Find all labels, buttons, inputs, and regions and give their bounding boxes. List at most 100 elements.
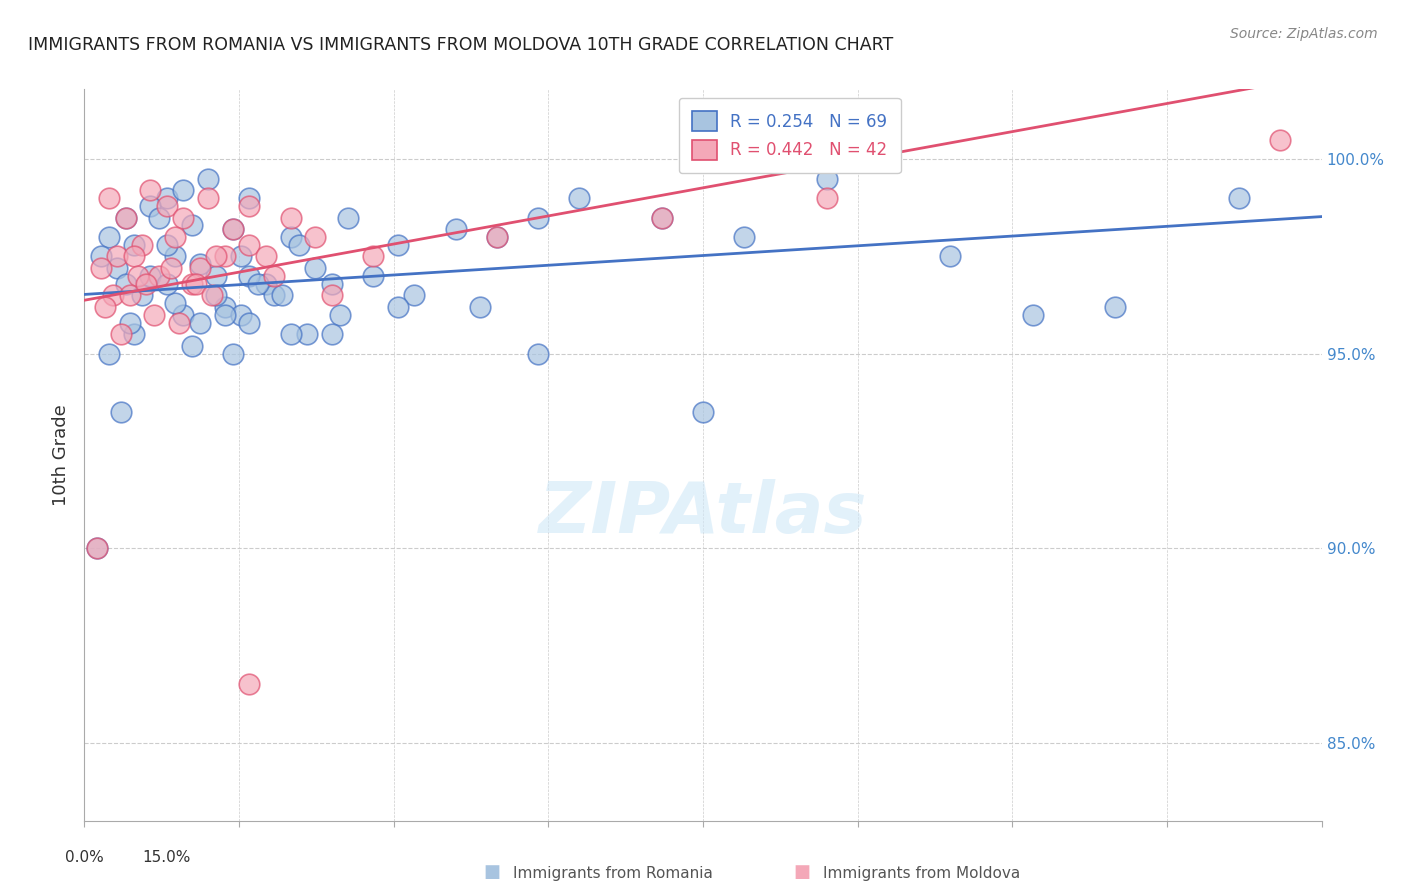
Point: [180, 219, 202, 233]
Point: [288, 237, 311, 252]
Point: [131, 237, 153, 252]
Point: [271, 288, 294, 302]
Point: [114, 277, 136, 291]
Point: [114, 211, 136, 225]
Point: [148, 211, 170, 225]
Point: [110, 327, 132, 342]
Text: 15.0%: 15.0%: [142, 850, 191, 865]
Point: [98, 347, 121, 361]
Point: [321, 327, 343, 342]
Point: [222, 347, 245, 361]
Point: [105, 261, 128, 276]
Point: [361, 250, 384, 264]
Point: [156, 191, 179, 205]
Point: [180, 277, 202, 291]
Point: [304, 261, 326, 276]
Point: [1270, 133, 1292, 147]
Point: [329, 308, 352, 322]
Point: [733, 230, 755, 244]
Point: [110, 405, 132, 419]
Point: [188, 257, 211, 271]
Text: IMMIGRANTS FROM ROMANIA VS IMMIGRANTS FROM MOLDOVA 10TH GRADE CORRELATION CHART: IMMIGRANTS FROM ROMANIA VS IMMIGRANTS FR…: [28, 36, 893, 54]
Point: [485, 230, 508, 244]
Point: [167, 316, 190, 330]
Point: [229, 250, 252, 264]
Point: [131, 288, 153, 302]
Point: [172, 183, 194, 197]
Point: [139, 268, 162, 283]
Point: [337, 211, 360, 225]
Point: [304, 230, 326, 244]
Point: [127, 268, 149, 283]
Point: [184, 277, 207, 291]
Point: [222, 222, 245, 236]
Text: Source: ZipAtlas.com: Source: ZipAtlas.com: [1230, 27, 1378, 41]
Point: [404, 288, 426, 302]
Text: ■: ■: [793, 863, 810, 881]
Text: 0.0%: 0.0%: [65, 850, 104, 865]
Point: [254, 277, 277, 291]
Point: [118, 288, 141, 302]
Point: [165, 296, 187, 310]
Text: ZIPAtlas: ZIPAtlas: [538, 479, 868, 548]
Point: [321, 288, 343, 302]
Point: [180, 339, 202, 353]
Point: [165, 230, 187, 244]
Y-axis label: 10th Grade: 10th Grade: [52, 404, 70, 506]
Point: [103, 288, 125, 302]
Point: [387, 237, 409, 252]
Point: [98, 191, 121, 205]
Point: [568, 191, 591, 205]
Point: [135, 277, 157, 291]
Point: [90, 250, 112, 264]
Point: [815, 191, 838, 205]
Point: [214, 300, 236, 314]
Point: [201, 288, 224, 302]
Point: [156, 237, 179, 252]
Point: [229, 308, 252, 322]
Point: [280, 230, 302, 244]
Point: [188, 261, 211, 276]
Point: [122, 237, 145, 252]
Point: [205, 288, 228, 302]
Point: [238, 191, 260, 205]
Point: [254, 250, 277, 264]
Point: [156, 277, 179, 291]
Point: [527, 347, 550, 361]
Point: [98, 230, 121, 244]
Point: [527, 211, 550, 225]
Point: [205, 250, 228, 264]
Point: [197, 191, 219, 205]
Point: [122, 327, 145, 342]
Point: [90, 261, 112, 276]
Point: [939, 250, 962, 264]
Point: [651, 211, 673, 225]
Point: [651, 211, 673, 225]
Point: [222, 222, 245, 236]
Point: [238, 237, 260, 252]
Point: [114, 211, 136, 225]
Point: [280, 211, 302, 225]
Point: [122, 250, 145, 264]
Point: [321, 277, 343, 291]
Point: [118, 316, 141, 330]
Point: [139, 199, 162, 213]
Point: [263, 288, 285, 302]
Point: [156, 199, 179, 213]
Point: [238, 199, 260, 213]
Point: [1022, 308, 1045, 322]
Point: [238, 677, 260, 691]
Point: [105, 250, 128, 264]
Point: [470, 300, 492, 314]
Point: [295, 327, 318, 342]
Text: Immigrants from Romania: Immigrants from Romania: [513, 866, 713, 881]
Point: [1104, 300, 1126, 314]
Point: [86, 541, 108, 556]
Point: [172, 308, 194, 322]
Point: [160, 261, 183, 276]
Point: [214, 308, 236, 322]
Point: [148, 268, 170, 283]
Legend: R = 0.254   N = 69, R = 0.442   N = 42: R = 0.254 N = 69, R = 0.442 N = 42: [679, 97, 901, 173]
Point: [172, 211, 194, 225]
Point: [143, 308, 166, 322]
